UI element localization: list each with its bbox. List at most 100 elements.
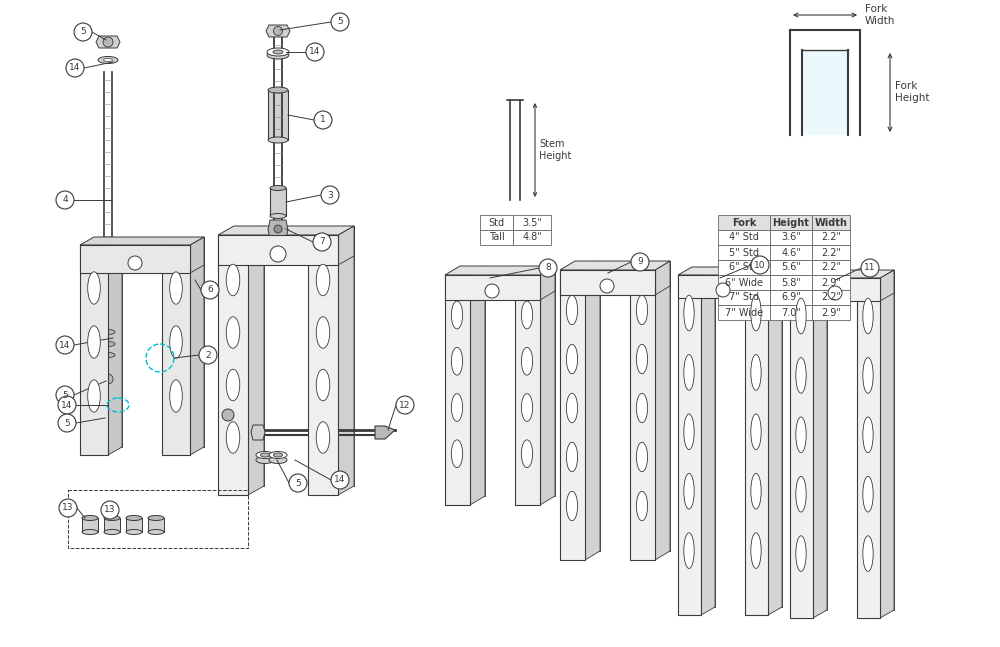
Circle shape	[289, 474, 307, 492]
Polygon shape	[80, 245, 190, 273]
Ellipse shape	[863, 298, 873, 334]
Ellipse shape	[751, 295, 761, 331]
Text: 3.6": 3.6"	[781, 232, 801, 243]
Polygon shape	[445, 275, 470, 505]
Polygon shape	[218, 226, 354, 235]
Polygon shape	[126, 518, 142, 532]
Polygon shape	[94, 237, 122, 447]
Polygon shape	[338, 226, 354, 495]
Text: 6" Std: 6" Std	[729, 263, 759, 272]
Text: 2.2": 2.2"	[821, 292, 841, 303]
Bar	[770, 305, 812, 320]
Text: 7" Std: 7" Std	[729, 292, 759, 303]
Ellipse shape	[274, 453, 283, 457]
Bar	[718, 290, 770, 305]
Polygon shape	[80, 245, 108, 455]
Bar	[812, 305, 850, 320]
Circle shape	[828, 286, 842, 300]
Circle shape	[396, 396, 414, 414]
Polygon shape	[270, 188, 286, 216]
Bar	[718, 215, 770, 230]
Circle shape	[321, 186, 339, 204]
Polygon shape	[630, 270, 655, 560]
Polygon shape	[655, 261, 670, 560]
Polygon shape	[857, 278, 880, 618]
Bar	[770, 230, 812, 245]
Ellipse shape	[267, 48, 289, 56]
Circle shape	[306, 43, 324, 61]
Polygon shape	[266, 25, 290, 37]
Text: 14: 14	[61, 400, 73, 410]
Text: 7" Wide: 7" Wide	[725, 307, 763, 318]
Polygon shape	[445, 266, 555, 275]
Ellipse shape	[226, 317, 240, 348]
Ellipse shape	[170, 380, 182, 412]
Text: 11: 11	[864, 263, 876, 272]
Ellipse shape	[273, 50, 283, 54]
Bar	[718, 275, 770, 290]
Ellipse shape	[316, 369, 330, 400]
Text: 4.8": 4.8"	[522, 232, 542, 243]
Ellipse shape	[269, 452, 287, 459]
Polygon shape	[530, 266, 555, 496]
Ellipse shape	[451, 347, 463, 375]
Circle shape	[631, 253, 649, 271]
Circle shape	[101, 501, 119, 519]
Ellipse shape	[101, 342, 115, 347]
Bar	[480, 230, 513, 245]
Text: 3: 3	[327, 190, 333, 199]
Text: Std: Std	[488, 217, 505, 228]
Polygon shape	[324, 226, 354, 486]
Bar	[718, 260, 770, 275]
Polygon shape	[234, 226, 354, 256]
Text: 14: 14	[309, 47, 321, 56]
Bar	[812, 275, 850, 290]
Text: Stem
Height: Stem Height	[539, 139, 571, 161]
Ellipse shape	[97, 355, 119, 364]
Text: 3.5": 3.5"	[522, 217, 542, 228]
Bar	[770, 260, 812, 275]
Bar	[812, 260, 850, 275]
Circle shape	[56, 336, 74, 354]
Polygon shape	[804, 270, 894, 293]
Polygon shape	[96, 373, 120, 385]
Text: 4" Std: 4" Std	[729, 232, 759, 243]
Circle shape	[600, 279, 614, 293]
Text: 14: 14	[334, 476, 346, 485]
Text: 5.6": 5.6"	[781, 263, 801, 272]
Bar	[802, 50, 848, 135]
Polygon shape	[692, 267, 782, 290]
Ellipse shape	[226, 369, 240, 400]
Polygon shape	[190, 237, 204, 273]
Polygon shape	[104, 518, 120, 532]
Text: 5.8": 5.8"	[781, 278, 801, 287]
Text: Width: Width	[815, 217, 847, 228]
Text: 4.6": 4.6"	[781, 248, 801, 258]
Polygon shape	[101, 330, 115, 346]
Ellipse shape	[796, 417, 806, 453]
Polygon shape	[655, 261, 670, 295]
Text: Tall: Tall	[489, 232, 504, 243]
Bar	[718, 245, 770, 260]
Text: 14: 14	[59, 340, 71, 349]
Polygon shape	[251, 425, 265, 440]
Bar	[718, 305, 770, 320]
Ellipse shape	[751, 355, 761, 390]
Circle shape	[861, 259, 879, 277]
Circle shape	[751, 256, 769, 274]
Text: 5" Std: 5" Std	[729, 248, 759, 258]
Ellipse shape	[270, 214, 286, 219]
Polygon shape	[375, 426, 395, 439]
Text: 8: 8	[545, 263, 551, 272]
Text: 1: 1	[320, 116, 326, 124]
Polygon shape	[560, 261, 670, 270]
Ellipse shape	[636, 443, 648, 472]
Ellipse shape	[751, 414, 761, 450]
Ellipse shape	[863, 417, 873, 453]
Ellipse shape	[636, 295, 648, 325]
Circle shape	[66, 59, 84, 77]
Circle shape	[58, 414, 76, 432]
Bar	[812, 215, 850, 230]
Circle shape	[485, 284, 499, 298]
Polygon shape	[678, 275, 768, 298]
